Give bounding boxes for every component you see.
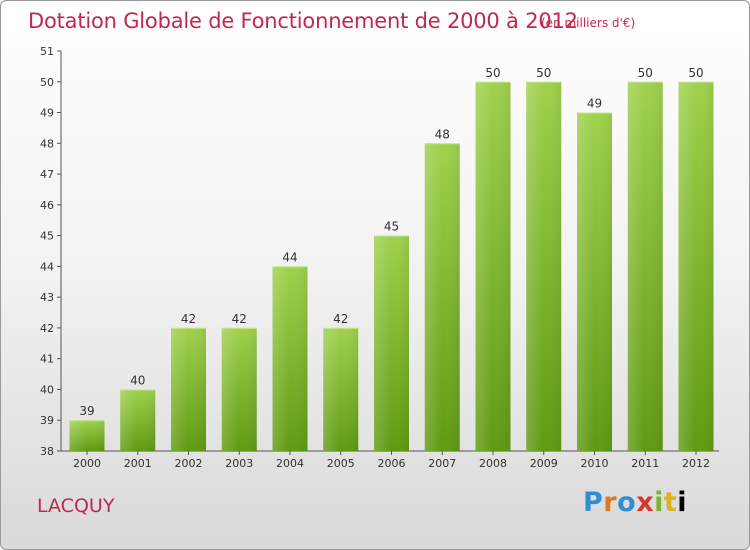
x-tick-label: 2011 [631,457,659,470]
y-tick-label: 42 [40,322,54,335]
y-tick-label: 51 [40,45,54,58]
bar-highlight [323,327,359,451]
chart-subtitle: (en milliers d'€) [541,16,636,30]
data-labels: 39 40 42 42 44 42 45 48 50 50 49 50 50 [79,66,703,418]
y-tick-label: 43 [40,291,54,304]
data-label: 50 [638,66,653,80]
data-label: 50 [536,66,551,80]
y-tick-label: 48 [40,137,54,150]
place-name: LACQUY [37,495,115,517]
data-label: 48 [435,127,450,141]
data-label: 44 [282,250,297,264]
bar-highlight [577,112,612,452]
data-label: 49 [587,97,602,111]
y-tick-label: 49 [40,107,54,120]
x-tick-label: 2010 [581,457,609,470]
data-label: 50 [485,66,500,80]
bar-highlight [424,143,460,452]
bar-highlight [272,266,308,451]
data-label: 42 [181,312,196,326]
proxiti-logo: Proxiti [583,487,688,518]
x-tick-label: 2006 [378,457,406,470]
y-tick-label: 40 [40,383,54,396]
x-tick-label: 2002 [175,457,203,470]
data-label: 42 [232,312,247,326]
data-label: 45 [384,220,399,234]
y-tick-label: 47 [40,168,54,181]
x-tick-label: 2004 [276,457,304,470]
x-tick-label: 2000 [73,457,101,470]
y-tick-label: 44 [40,260,54,273]
data-label: 50 [688,66,703,80]
y-tick-label: 50 [40,76,54,89]
y-tick-label: 46 [40,199,54,212]
bar-highlight [120,389,156,451]
y-tick-label: 41 [40,353,54,366]
data-label: 39 [79,404,94,418]
bar-highlight [374,235,409,451]
y-tick-label: 38 [40,445,54,458]
bars [69,81,714,452]
x-tick-label: 2003 [225,457,253,470]
chart-title: Dotation Globale de Fonctionnement de 20… [28,9,578,33]
bar-highlight [627,81,663,452]
bar-highlight [678,81,714,452]
x-tick-label: 2007 [428,457,456,470]
bar-highlight [221,327,257,451]
y-tick-label: 39 [40,414,54,427]
bar-highlight [526,81,562,452]
bar-highlight [171,327,206,451]
x-tick-label: 2008 [479,457,507,470]
data-label: 40 [130,373,145,387]
x-tick-label: 2009 [530,457,558,470]
x-tick-label: 2005 [327,457,355,470]
bar-highlight [69,420,105,451]
axes: 38 39 40 41 42 43 44 45 46 47 48 49 50 51 2000 2001 2002… [40,45,719,470]
bar-highlight [475,81,511,452]
x-tick-label: 2001 [124,457,152,470]
data-label: 42 [333,312,348,326]
x-tick-label: 2012 [682,457,710,470]
y-tick-label: 45 [40,230,54,243]
